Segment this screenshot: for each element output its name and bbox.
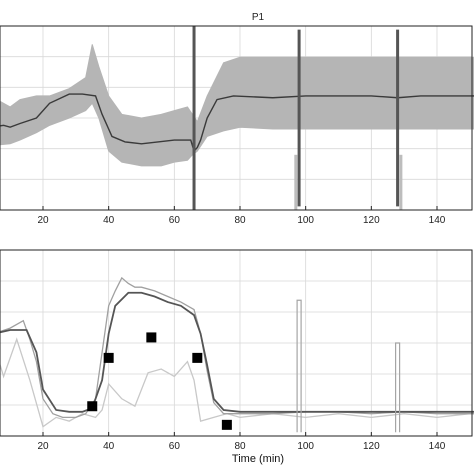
sample-marker	[192, 352, 203, 363]
bottom-x-ticks: 20 40 60 80 100 120 140	[37, 432, 446, 452]
top-band-area	[0, 44, 474, 167]
x-tick-label: 120	[363, 441, 380, 452]
artifact-spike	[395, 342, 401, 433]
x-tick-label: 120	[363, 215, 380, 226]
bottom-x-axis-label: Time (min)	[232, 453, 284, 465]
variability-band	[0, 44, 474, 167]
sample-marker	[87, 401, 98, 412]
top-plot-frame	[0, 25, 473, 211]
x-tick-label: 60	[169, 215, 181, 226]
x-tick-label: 140	[429, 215, 446, 226]
x-tick-label: 20	[37, 441, 49, 452]
top-panel: P1 20 40 60 80 100 120 140	[0, 12, 474, 226]
x-tick-label: 20	[37, 215, 49, 226]
bottom-grid	[0, 250, 472, 436]
top-artifact-spikes	[192, 26, 400, 210]
x-tick-label: 40	[103, 441, 115, 452]
x-tick-label: 80	[234, 215, 246, 226]
bottom-markers	[87, 332, 232, 430]
bottom-artifact-spikes	[296, 299, 401, 433]
bottom-panel: 20 40 60 80 100 120 140 Time (min)	[0, 249, 474, 465]
series-line-1	[0, 337, 474, 428]
x-tick-label: 40	[103, 215, 115, 226]
top-light-spikes	[294, 154, 403, 210]
mean-line	[0, 93, 474, 153]
bottom-plot-frame	[0, 249, 473, 437]
top-x-ticks: 20 40 60 80 100 120 140	[37, 206, 446, 226]
top-panel-title: P1	[252, 12, 265, 23]
x-tick-label: 140	[429, 441, 446, 452]
sample-marker	[103, 352, 114, 363]
artifact-spike	[296, 299, 302, 433]
x-tick-label: 100	[297, 441, 314, 452]
sample-marker	[221, 419, 232, 430]
bottom-series	[0, 276, 474, 428]
x-tick-label: 80	[234, 441, 246, 452]
x-tick-label: 60	[169, 441, 181, 452]
sample-marker	[146, 332, 157, 343]
top-mean-line	[0, 93, 474, 153]
series-line-3	[0, 291, 474, 413]
x-tick-label: 100	[297, 215, 314, 226]
